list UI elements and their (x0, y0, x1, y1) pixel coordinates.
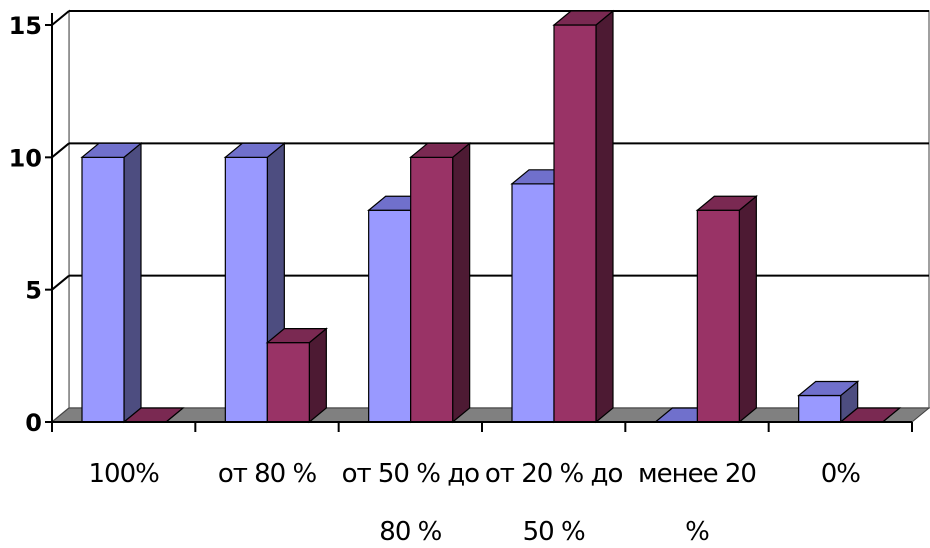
y-tick-labels: 0 5 10 15 (9, 12, 42, 437)
bar-front (266, 342, 310, 423)
y-tick-label: 10 (9, 144, 42, 172)
y-tick-label: 15 (9, 12, 42, 40)
y-tick-label: 0 (25, 409, 42, 437)
bar-front (368, 209, 412, 423)
bar-front (224, 156, 268, 423)
bar-top (265, 328, 329, 344)
gridline-side (51, 142, 70, 159)
category-label: 50 % (523, 517, 585, 547)
bar-front (553, 24, 597, 423)
bar-side (595, 9, 614, 424)
chart-floor (50, 407, 930, 423)
bar (265, 327, 329, 424)
category-label: 0% (821, 459, 861, 489)
bar-top (796, 380, 860, 397)
bar-side (123, 142, 142, 424)
category-label: от 80 % (218, 459, 317, 489)
category-label: от 20 % до (485, 459, 623, 489)
bar-front (511, 183, 555, 423)
bar-side (452, 142, 471, 424)
category-label: % (685, 517, 709, 547)
bar-side (738, 194, 757, 424)
y-tick-label: 5 (25, 277, 42, 305)
category-label: менее 20 (638, 459, 756, 489)
bar (695, 194, 759, 424)
bar-top (408, 142, 472, 158)
bars (80, 9, 902, 424)
bar-top (223, 142, 287, 158)
gridlines (51, 10, 929, 291)
category-labels: 100% от 80 % от 50 % до 80 % от 20 % до 50 % м… (88, 459, 861, 547)
bar-front (798, 394, 842, 423)
category-label: 100% (88, 459, 159, 489)
category-label: 80 % (379, 517, 441, 547)
bar (838, 407, 902, 423)
bar-front (81, 156, 125, 423)
axes (45, 13, 913, 432)
bar-top (552, 10, 615, 26)
category-label: от 50 % до (342, 459, 480, 489)
bar (408, 142, 472, 424)
bar-top (80, 142, 143, 158)
gridline-side (51, 274, 70, 291)
side-wall (51, 9, 70, 424)
bar-front (696, 209, 740, 423)
floor (50, 407, 930, 423)
bar-top (695, 195, 759, 211)
gridline-side (51, 10, 70, 26)
bar-side (308, 327, 327, 424)
bar-front (410, 156, 454, 423)
chart-walls (51, 9, 930, 424)
back-wall (68, 10, 930, 409)
bar (80, 142, 143, 424)
bar (552, 9, 615, 424)
